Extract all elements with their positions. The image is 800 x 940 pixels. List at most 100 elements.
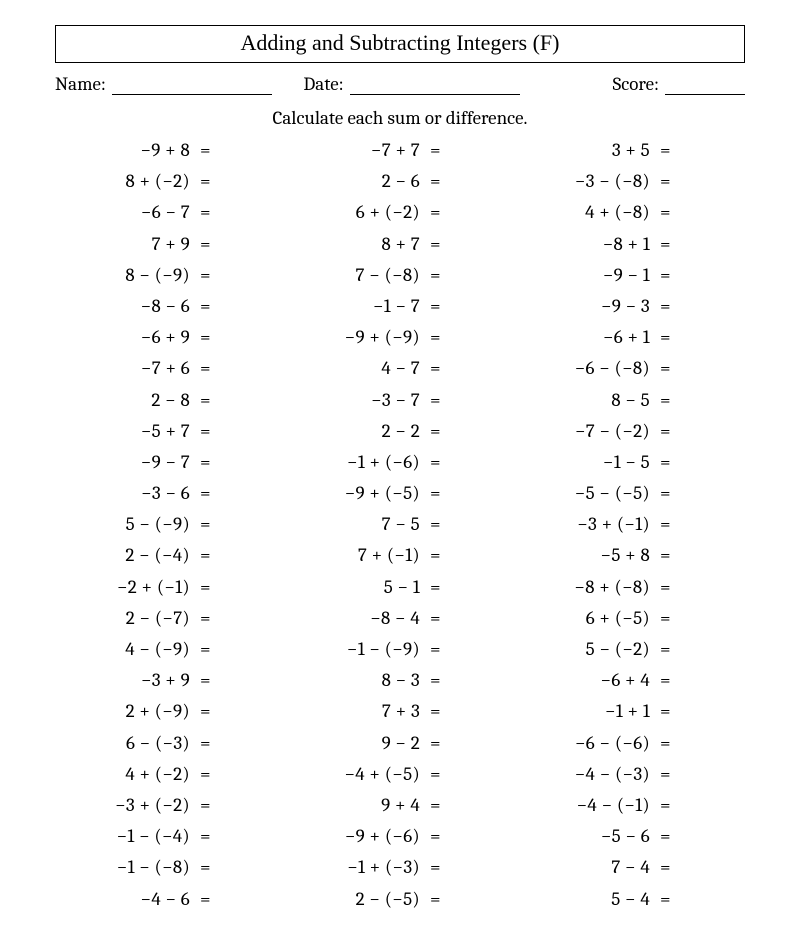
problem-row: 8 − (−9)= [55, 260, 285, 291]
problem-expression: −6 − 7 [55, 197, 200, 228]
problem-row: 8 − 3= [285, 665, 515, 696]
problem-row: −4 + (−5)= [285, 759, 515, 790]
problem-row: −7 + 6= [55, 353, 285, 384]
equals-sign: = [200, 603, 211, 634]
problem-row: −4 − 6= [55, 884, 285, 915]
problem-row: 6 − (−3)= [55, 728, 285, 759]
problem-row: −2 + (−1)= [55, 572, 285, 603]
problem-expression: −3 − 7 [285, 385, 430, 416]
equals-sign: = [660, 884, 671, 915]
problem-row: 5 − (−9)= [55, 509, 285, 540]
equals-sign: = [430, 135, 441, 166]
problem-row: −6 − (−6)= [515, 728, 745, 759]
problem-expression: −5 − 6 [515, 821, 660, 852]
equals-sign: = [660, 353, 671, 384]
problem-row: −1 − (−9)= [285, 634, 515, 665]
problem-row: 2 − 8= [55, 385, 285, 416]
equals-sign: = [660, 322, 671, 353]
problem-expression: 5 − 4 [515, 884, 660, 915]
problem-expression: 8 + 7 [285, 229, 430, 260]
problem-expression: −6 + 9 [55, 322, 200, 353]
problem-expression: −4 − 6 [55, 884, 200, 915]
problem-row: 7 − (−8)= [285, 260, 515, 291]
problem-row: 4 + (−8)= [515, 197, 745, 228]
equals-sign: = [660, 135, 671, 166]
problem-row: −3 − (−8)= [515, 166, 745, 197]
equals-sign: = [200, 884, 211, 915]
equals-sign: = [430, 540, 441, 571]
equals-sign: = [660, 166, 671, 197]
equals-sign: = [660, 852, 671, 883]
equals-sign: = [660, 696, 671, 727]
problem-row: −1 + (−3)= [285, 852, 515, 883]
equals-sign: = [430, 447, 441, 478]
problem-expression: −7 + 6 [55, 353, 200, 384]
equals-sign: = [200, 291, 211, 322]
equals-sign: = [200, 540, 211, 571]
problem-expression: 5 − (−2) [515, 634, 660, 665]
equals-sign: = [660, 416, 671, 447]
problem-expression: 4 + (−2) [55, 759, 200, 790]
equals-sign: = [430, 416, 441, 447]
problem-row: 2 + (−9)= [55, 696, 285, 727]
problem-expression: −6 + 4 [515, 665, 660, 696]
problem-row: −1 − (−4)= [55, 821, 285, 852]
problem-expression: −1 + 1 [515, 696, 660, 727]
name-blank[interactable] [112, 73, 272, 95]
equals-sign: = [200, 634, 211, 665]
problem-expression: 9 + 4 [285, 790, 430, 821]
equals-sign: = [430, 322, 441, 353]
problem-expression: −9 + (−9) [285, 322, 430, 353]
problem-row: 2 − (−7)= [55, 603, 285, 634]
problem-row: −1 + (−6)= [285, 447, 515, 478]
problem-row: 8 − 5= [515, 385, 745, 416]
date-label: Date: [303, 73, 343, 95]
equals-sign: = [660, 478, 671, 509]
problem-expression: −8 − 6 [55, 291, 200, 322]
problem-row: 5 − (−2)= [515, 634, 745, 665]
equals-sign: = [660, 197, 671, 228]
equals-sign: = [430, 852, 441, 883]
problem-expression: 8 − (−9) [55, 260, 200, 291]
problem-expression: −8 − 4 [285, 603, 430, 634]
problem-row: −5 + 8= [515, 540, 745, 571]
problem-row: 8 + (−2)= [55, 166, 285, 197]
problem-row: −7 − (−2)= [515, 416, 745, 447]
equals-sign: = [200, 478, 211, 509]
problem-expression: 8 − 3 [285, 665, 430, 696]
problem-row: −9 + 8= [55, 135, 285, 166]
equals-sign: = [200, 728, 211, 759]
equals-sign: = [660, 665, 671, 696]
problem-column: −9 + 8=8 + (−2)=−6 − 7=7 + 9=8 − (−9)=−8… [55, 135, 285, 915]
problem-row: 2 − 6= [285, 166, 515, 197]
problem-expression: −7 − (−2) [515, 416, 660, 447]
equals-sign: = [430, 821, 441, 852]
problem-row: −9 − 1= [515, 260, 745, 291]
problem-expression: 2 − (−5) [285, 884, 430, 915]
equals-sign: = [200, 509, 211, 540]
equals-sign: = [430, 291, 441, 322]
problem-expression: −6 + 1 [515, 322, 660, 353]
problem-row: −6 − (−8)= [515, 353, 745, 384]
problem-expression: 2 − 6 [285, 166, 430, 197]
problem-row: −3 − 7= [285, 385, 515, 416]
equals-sign: = [430, 229, 441, 260]
problem-row: −5 − 6= [515, 821, 745, 852]
problem-expression: 5 − 1 [285, 572, 430, 603]
problem-expression: 9 − 2 [285, 728, 430, 759]
problem-expression: 7 − 4 [515, 852, 660, 883]
date-blank[interactable] [350, 73, 520, 95]
equals-sign: = [660, 572, 671, 603]
problem-expression: −6 − (−8) [515, 353, 660, 384]
problem-expression: −5 − (−5) [515, 478, 660, 509]
equals-sign: = [660, 509, 671, 540]
equals-sign: = [430, 385, 441, 416]
problem-column: −7 + 7=2 − 6=6 + (−2)=8 + 7=7 − (−8)=−1 … [285, 135, 515, 915]
score-blank[interactable] [665, 73, 745, 95]
problem-row: 5 − 4= [515, 884, 745, 915]
equals-sign: = [660, 260, 671, 291]
problem-expression: −1 + (−3) [285, 852, 430, 883]
equals-sign: = [200, 166, 211, 197]
problem-expression: −1 − 7 [285, 291, 430, 322]
problem-expression: 5 − (−9) [55, 509, 200, 540]
